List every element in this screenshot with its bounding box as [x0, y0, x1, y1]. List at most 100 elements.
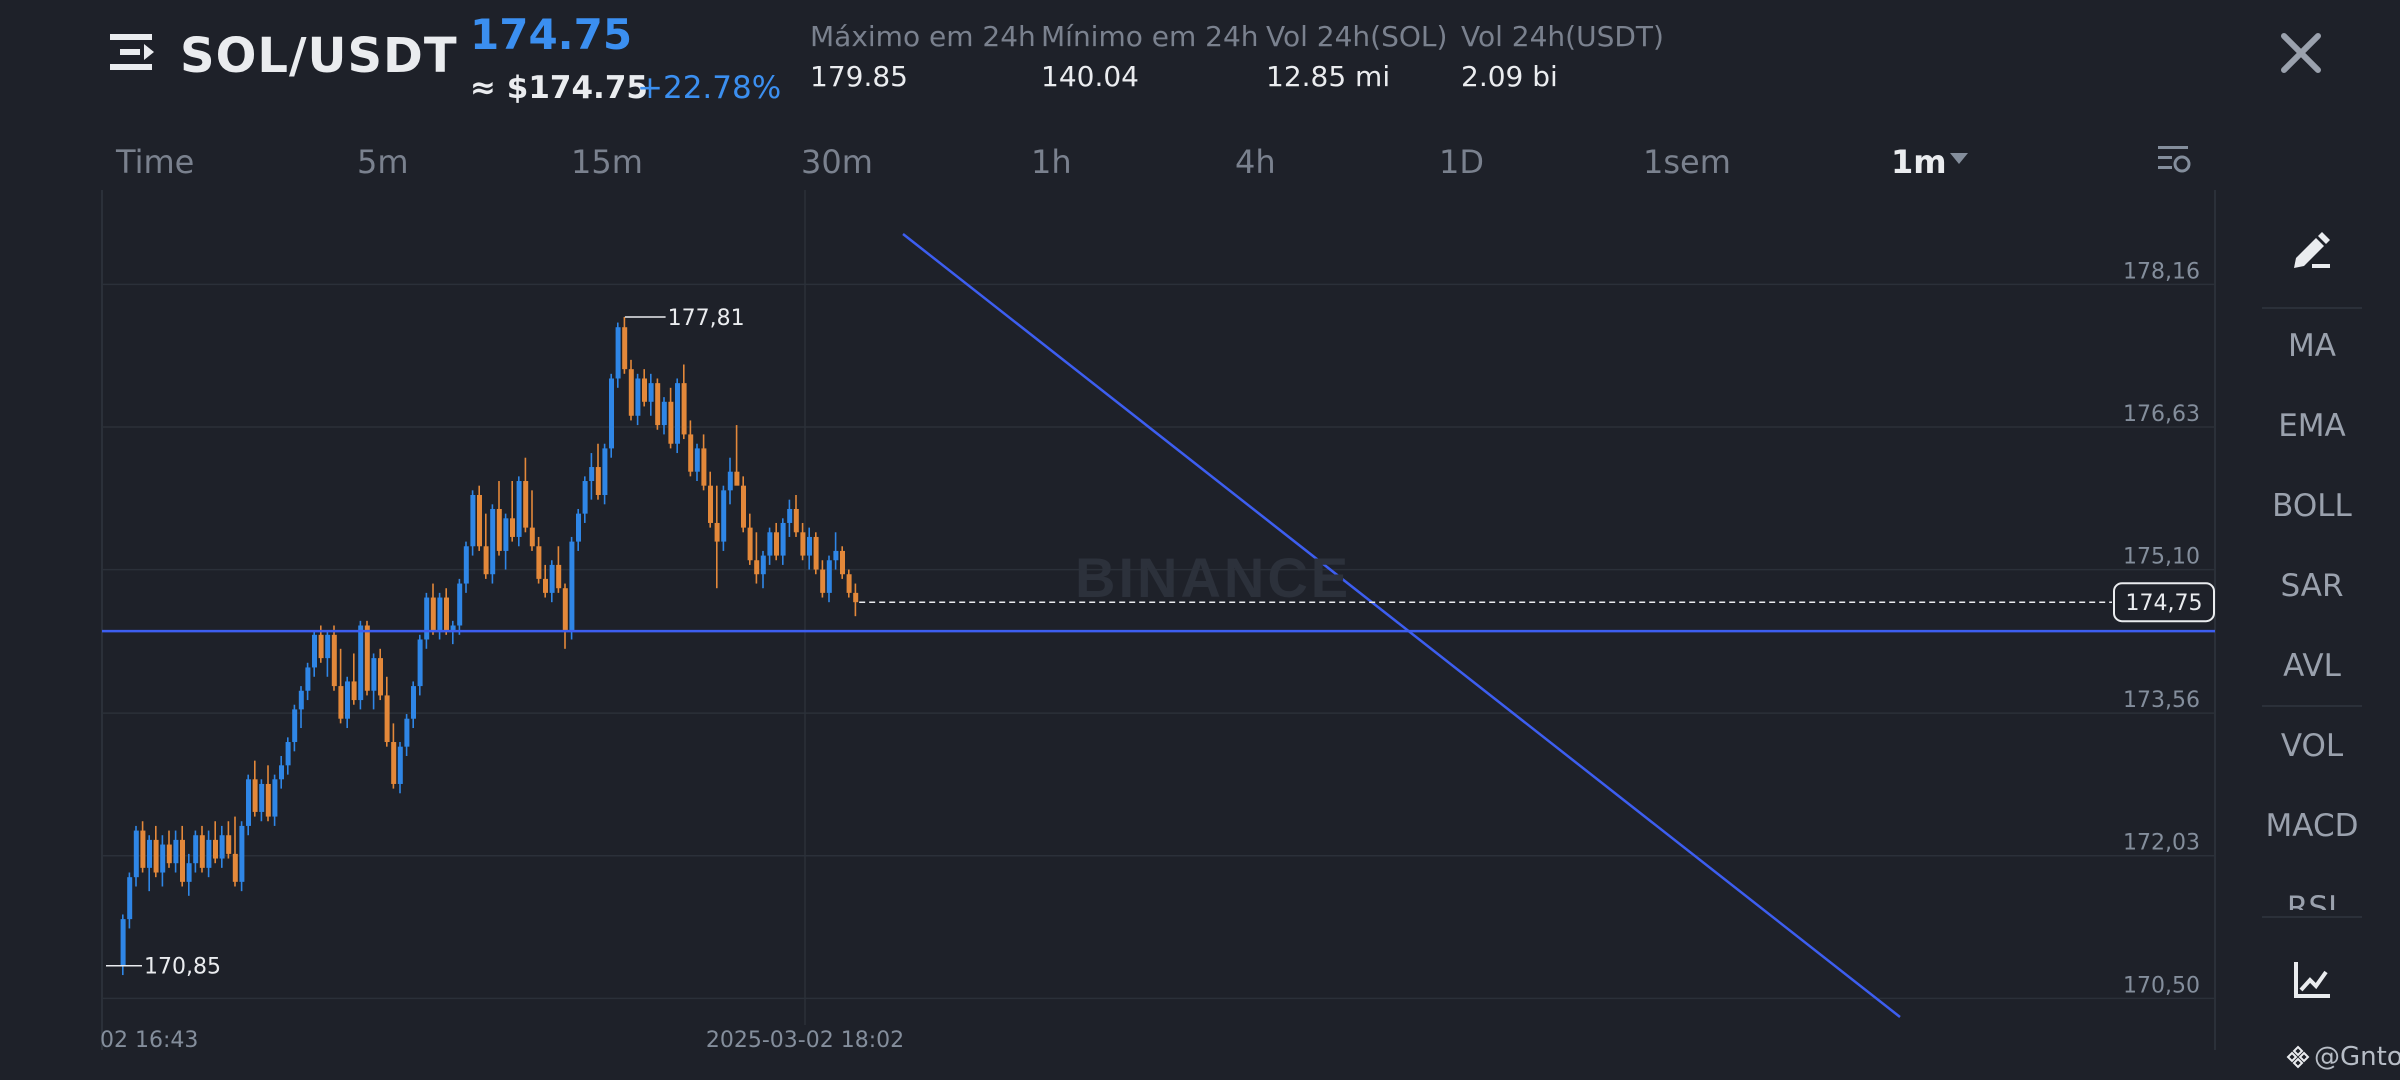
candle-body [378, 658, 383, 696]
x-tick-label: 2025-03-02 18:02 [706, 1028, 904, 1053]
candle-body [338, 686, 344, 719]
candle-body [681, 383, 687, 435]
candle-body [364, 625, 370, 691]
candles [120, 316, 859, 976]
candle-body [384, 695, 390, 743]
tab-5m[interactable]: 5m [357, 143, 409, 181]
candle-body [648, 383, 654, 402]
candle-body [463, 546, 469, 584]
candle [734, 425, 740, 486]
candle-body [272, 779, 278, 817]
candle [490, 504, 496, 584]
candle-body [510, 518, 515, 537]
candle-body [450, 625, 456, 631]
candle [437, 592, 443, 640]
indicator-rsi-clip: RSI [2262, 890, 2362, 910]
candle [516, 476, 522, 547]
indicator-macd[interactable]: MACD [2265, 808, 2359, 844]
candle-body [305, 667, 311, 691]
chevron-down-icon[interactable] [1950, 153, 1968, 164]
close-icon[interactable] [2278, 30, 2324, 76]
candle-body [615, 327, 621, 379]
candle [681, 364, 687, 440]
indicator-boll[interactable]: BOLL [2272, 488, 2352, 524]
indicator-sar[interactable]: SAR [2280, 568, 2344, 604]
candle [635, 373, 641, 426]
candle-body [496, 508, 502, 551]
candlestick-chart[interactable]: BINANCE 178,16176,63175,10173,56172,0317… [0, 190, 2230, 1060]
tab-1h[interactable]: 1h [1031, 143, 1072, 181]
candle-body [754, 560, 760, 575]
indicator-avl[interactable]: AVL [2283, 648, 2341, 684]
candle-body [727, 471, 733, 491]
candle-body [470, 495, 476, 547]
candle-body [774, 532, 779, 556]
candle [714, 485, 720, 589]
candle [615, 322, 621, 388]
candle [272, 774, 278, 826]
tab-time[interactable]: Time [116, 143, 195, 181]
tab-30m[interactable]: 30m [801, 143, 873, 181]
candle [741, 476, 746, 533]
candle [213, 821, 218, 864]
candle-body [562, 588, 568, 631]
candle [655, 378, 661, 430]
chart-settings-icon[interactable] [2156, 143, 2192, 177]
chart-overlays [102, 233, 2215, 1018]
last-price: 174.75 [470, 10, 633, 59]
candle-body [741, 485, 746, 528]
candle [265, 765, 271, 822]
candle [483, 513, 489, 579]
indicator-vol[interactable]: VOL [2280, 728, 2344, 764]
candle-body [430, 597, 436, 631]
candle [239, 821, 245, 892]
candle-body [292, 709, 298, 743]
candle [747, 513, 753, 565]
tab-1m-selected[interactable]: 1m [1891, 143, 1947, 181]
y-tick-label: 176,63 [2123, 402, 2200, 427]
tab-15m[interactable]: 15m [571, 143, 643, 181]
candle-body [714, 522, 720, 542]
trend-line [902, 233, 1901, 1018]
chart-type-icon[interactable] [2292, 960, 2332, 1000]
candle [727, 457, 733, 505]
indicator-ema[interactable]: EMA [2278, 408, 2346, 444]
y-tick-label: 175,10 [2123, 545, 2200, 570]
tab-1sem[interactable]: 1sem [1643, 143, 1731, 181]
candle [417, 634, 423, 696]
candle [569, 536, 575, 640]
candle-body [318, 634, 324, 659]
candle [543, 564, 548, 598]
indicator-rsi[interactable]: RSI [2286, 890, 2338, 910]
tab-1d[interactable]: 1D [1439, 143, 1484, 181]
candle-body [331, 634, 337, 687]
indicator-ma[interactable]: MA [2288, 328, 2336, 364]
candle-body [556, 564, 562, 589]
candle [397, 742, 403, 794]
candle [404, 714, 410, 756]
candle [721, 485, 727, 551]
stat-value-24h-vol-sol: 12.85 mi [1266, 60, 1391, 93]
candle-body [609, 378, 614, 449]
candle-body [397, 746, 403, 784]
candle-body [853, 592, 859, 603]
candle-body [133, 830, 139, 878]
candle-body [569, 541, 575, 631]
chart-grid [101, 190, 2216, 1050]
menu-icon[interactable] [108, 30, 158, 78]
candle [305, 662, 311, 701]
candle-body [325, 634, 331, 659]
candle [166, 830, 172, 868]
candle-body [265, 783, 271, 817]
candle [694, 443, 700, 482]
candle-body [285, 742, 291, 766]
pair-title[interactable]: SOL/USDT [180, 28, 458, 84]
candle-body [193, 835, 199, 864]
candle-body [503, 518, 509, 551]
tab-4h[interactable]: 4h [1235, 143, 1276, 181]
candle-body [444, 597, 449, 631]
side-divider [2262, 916, 2362, 918]
candle [424, 592, 430, 649]
draw-tool-icon[interactable] [2290, 228, 2334, 270]
candle [496, 481, 502, 556]
